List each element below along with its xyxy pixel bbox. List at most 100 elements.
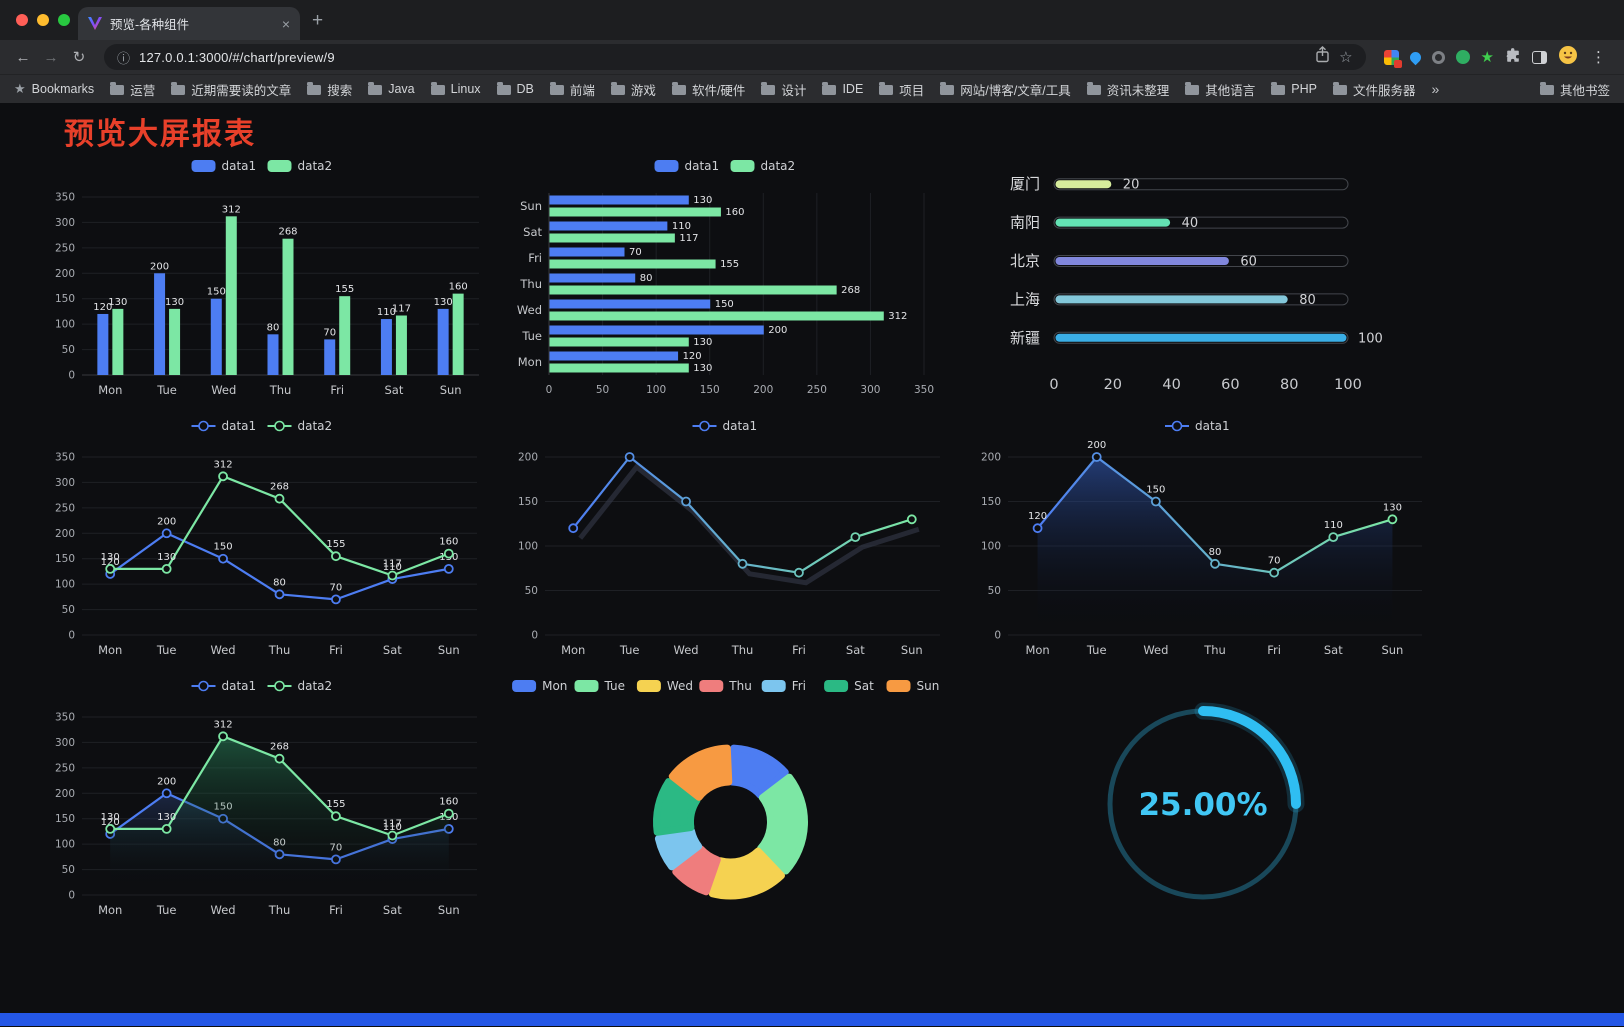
bookmark-item[interactable]: Linux [430, 82, 481, 96]
donut-chart-canvas[interactable]: Mon Tue Wed Thu Fri Sat Sun [503, 675, 958, 925]
bookmark-item[interactable]: 项目 [879, 80, 924, 99]
bookmark-item[interactable]: 搜索 [307, 80, 352, 99]
other-bookmarks[interactable]: 其他书签 [1539, 80, 1610, 99]
site-info-icon[interactable]: ⓘ [117, 50, 131, 66]
gauge-chart: 25.00% [966, 675, 1440, 925]
svg-text:200: 200 [518, 452, 538, 464]
city-progress-chart-canvas[interactable]: 厦门 20 南阳 40 北京 60 上海 80 新疆 100 0 20 40 60 80 100 [966, 155, 1440, 405]
back-button[interactable]: ← [15, 48, 31, 66]
bookmark-item[interactable]: 软件/硬件 [671, 80, 745, 99]
svg-text:60: 60 [1240, 255, 1257, 270]
svg-text:Wed: Wed [1143, 643, 1168, 657]
svg-text:350: 350 [55, 712, 75, 724]
bookmark-item[interactable]: 文件服务器 [1332, 80, 1415, 99]
extensions-area: ★ ⋮ [1380, 45, 1612, 70]
svg-text:300: 300 [55, 737, 75, 749]
svg-text:Sun: Sun [440, 383, 462, 397]
svg-text:110: 110 [383, 822, 402, 833]
svg-text:120: 120 [101, 557, 120, 568]
bookmark-item-label: PHP [1291, 82, 1317, 96]
bookmark-item[interactable]: Java [368, 82, 415, 96]
url-text[interactable]: 127.0.0.1:3000/#/chart/preview/9 [139, 49, 335, 65]
svg-text:312: 312 [214, 719, 233, 730]
puzzle-extensions-icon[interactable] [1505, 47, 1521, 68]
bookmark-star-icon[interactable]: ☆ [1339, 49, 1353, 66]
bookmark-item[interactable]: 其他语言 [1185, 80, 1255, 99]
svg-text:Sat: Sat [1324, 643, 1343, 657]
svg-text:0: 0 [68, 370, 75, 382]
svg-text:Fri: Fri [1267, 643, 1281, 657]
svg-text:新疆: 新疆 [1010, 329, 1040, 347]
bookmark-item[interactable]: 设计 [761, 80, 806, 99]
svg-text:50: 50 [988, 585, 1001, 597]
svg-text:Mon: Mon [98, 383, 122, 397]
bookmark-item[interactable]: 前端 [549, 80, 595, 99]
svg-text:Sun: Sun [520, 199, 542, 213]
svg-text:200: 200 [55, 788, 75, 800]
pin-extension-icon[interactable] [1407, 49, 1423, 65]
svg-text:data1: data1 [723, 419, 758, 433]
grouped-bar-chart: data1 data2 0 50 100 150 200 250 300 350 Mon 120 130… [40, 155, 495, 405]
horizontal-bar-chart-canvas[interactable]: data1 data2 0 50 100 150 200 250 300 350 Sun 130 160… [503, 155, 958, 405]
menu-kebab-icon[interactable]: ⋮ [1591, 49, 1606, 66]
svg-text:130: 130 [693, 337, 712, 348]
svg-text:150: 150 [715, 299, 734, 310]
bookmarks-manager[interactable]: ★ Bookmarks [14, 81, 94, 97]
bookmark-item[interactable]: PHP [1271, 82, 1317, 96]
folder-icon [496, 82, 511, 95]
two-series-area-chart-canvas[interactable]: data1 data2 0 50 100 150 200 250 300 350 Mon Tue Wed… [40, 675, 495, 925]
single-line-chart-canvas[interactable]: data1 0 50 100 150 200 Mon Tue Wed Thu Fri Sat Sun [503, 415, 958, 665]
profile-avatar[interactable] [1558, 45, 1578, 70]
new-tab-button[interactable]: + [312, 10, 324, 31]
tab-close-icon[interactable]: × [281, 15, 290, 32]
address-bar[interactable]: ⓘ 127.0.0.1:3000/#/chart/preview/9 ☆ [104, 44, 1366, 70]
svg-text:250: 250 [55, 502, 75, 514]
colorful-grid-extension-icon[interactable] [1383, 49, 1402, 68]
bookmark-item-label: 近期需要读的文章 [191, 83, 292, 98]
svg-text:Mon: Mon [518, 355, 542, 369]
two-series-line-chart-canvas[interactable]: data1 data2 0 50 100 150 200 250 300 350 Mon Tue Wed… [40, 415, 495, 665]
svg-text:Mon: Mon [1025, 643, 1049, 657]
minimize-window-button[interactable] [37, 14, 49, 26]
bookmark-item[interactable]: 近期需要读的文章 [171, 80, 291, 99]
svg-text:160: 160 [439, 537, 458, 548]
bookmark-item[interactable]: 资讯未整理 [1086, 80, 1169, 99]
ring-extension-icon[interactable] [1431, 50, 1445, 64]
grouped-bar-chart-canvas[interactable]: data1 data2050100150200250300350Mon120130… [40, 155, 495, 405]
svg-text:80: 80 [640, 273, 653, 284]
bookmark-item[interactable]: IDE [822, 82, 863, 96]
svg-text:120: 120 [101, 817, 120, 828]
forward-button[interactable]: → [43, 48, 59, 66]
svg-text:130: 130 [1383, 502, 1402, 513]
svg-text:300: 300 [55, 217, 75, 229]
svg-text:Mon: Mon [561, 643, 585, 657]
svg-text:北京: 北京 [1010, 252, 1040, 270]
sidebar-toggle-icon[interactable] [1532, 50, 1547, 64]
page-title: 预览大屏报表 [64, 118, 256, 151]
bookmark-item[interactable]: 运营 [110, 80, 155, 99]
svg-text:厦门: 厦门 [1010, 175, 1040, 193]
svg-text:200: 200 [55, 528, 75, 540]
folder-icon [671, 82, 686, 95]
area-line-chart-canvas[interactable]: data1 0 50 100 150 200 Mon Tue Wed Thu Fri Sat Sun 12… [966, 415, 1440, 665]
svg-text:Thu: Thu [1203, 643, 1226, 657]
bookmark-item[interactable]: 游戏 [610, 80, 656, 99]
browser-tab[interactable]: 预览-各种组件 × [78, 7, 300, 40]
svg-text:70: 70 [629, 247, 642, 258]
zoom-window-button[interactable] [58, 14, 70, 26]
close-window-button[interactable] [16, 14, 28, 26]
svg-text:Tue: Tue [521, 329, 542, 343]
bookmark-item[interactable]: DB [496, 82, 534, 96]
green-dot-extension-icon[interactable] [1455, 50, 1470, 64]
green-star-extension-icon[interactable]: ★ [1480, 48, 1494, 66]
bookmarks-overflow-chevron[interactable]: » [1431, 81, 1440, 97]
svg-text:268: 268 [270, 742, 289, 753]
bookmark-item[interactable]: 网站/博客/文章/工具 [940, 80, 1071, 99]
share-icon[interactable] [1315, 46, 1330, 68]
two-series-area-chart: data1 data2 0 50 100 150 200 250 300 350 Mon Tue Wed… [40, 675, 495, 925]
reload-button[interactable]: ↻ [72, 49, 86, 66]
gauge-chart-canvas[interactable]: 25.00% [966, 675, 1440, 925]
tab-favicon-icon [88, 17, 102, 30]
svg-text:0: 0 [994, 630, 1001, 642]
